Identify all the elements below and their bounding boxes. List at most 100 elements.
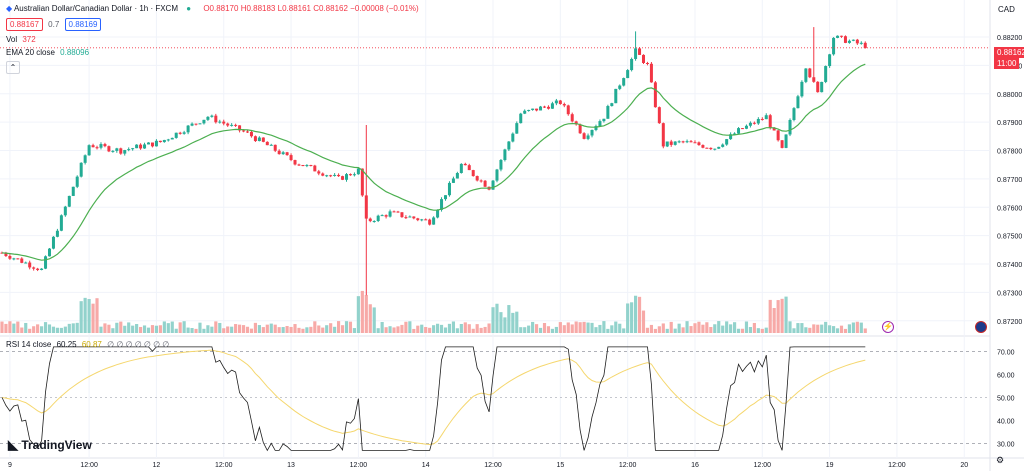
volume-bar xyxy=(816,324,820,333)
candle xyxy=(725,138,729,146)
candle xyxy=(139,143,143,150)
volume-bar xyxy=(146,327,151,333)
volume-bar xyxy=(277,327,281,333)
volume-bar xyxy=(665,328,669,333)
volume-bar xyxy=(222,328,226,333)
candle xyxy=(546,105,550,110)
volume-bar xyxy=(103,323,107,333)
rsi-tick-label: 60.00 xyxy=(997,373,1015,380)
candle xyxy=(32,266,36,271)
volume-bar xyxy=(99,326,103,333)
volume-bar xyxy=(499,312,503,333)
candle xyxy=(689,139,693,143)
volume-bar xyxy=(831,326,836,333)
symbol-title[interactable]: Australian Dollar/Canadian Dollar · 1h ·… xyxy=(13,4,178,13)
candle xyxy=(491,179,495,190)
candle xyxy=(16,258,20,260)
candle xyxy=(344,172,349,182)
candle-body xyxy=(760,118,764,120)
candle xyxy=(107,145,111,153)
candle-body xyxy=(162,139,166,143)
candle xyxy=(768,113,772,130)
candle-body xyxy=(182,132,186,134)
volume-bar xyxy=(368,304,372,333)
candle-body xyxy=(808,68,812,78)
volume-bar xyxy=(661,323,665,333)
candle-body xyxy=(630,58,634,71)
candle xyxy=(641,54,646,64)
candle-body xyxy=(289,155,293,161)
volume-bar xyxy=(780,298,784,333)
volume-bar xyxy=(451,321,456,333)
candle-body xyxy=(752,122,756,124)
candle-body xyxy=(305,165,309,167)
candle xyxy=(523,109,527,115)
candle-body xyxy=(586,135,590,139)
candle xyxy=(313,164,317,172)
candle-body xyxy=(404,217,408,219)
time-tick-label: 12:00 xyxy=(484,462,502,469)
candle-body xyxy=(28,262,32,268)
candle xyxy=(115,147,119,153)
volume-bar xyxy=(150,325,155,333)
candle-body xyxy=(123,150,127,154)
volume-bar xyxy=(534,324,539,333)
candle xyxy=(12,257,16,261)
candle-body xyxy=(598,121,602,127)
volume-bar xyxy=(336,321,341,333)
candle-body xyxy=(87,145,91,156)
candle-body xyxy=(341,176,345,180)
candle-body xyxy=(756,118,760,124)
candle-body xyxy=(784,134,788,148)
candle xyxy=(638,47,642,55)
volume-bar xyxy=(439,324,444,333)
volume-bar xyxy=(788,321,792,333)
volume-bar xyxy=(843,328,848,333)
candle-body xyxy=(447,182,451,196)
alert-icon[interactable]: ⚡ xyxy=(882,321,894,333)
candle xyxy=(820,81,824,93)
candle-body xyxy=(40,268,44,270)
volume-bar xyxy=(633,295,638,333)
volume-bar xyxy=(542,322,547,333)
candle-body xyxy=(550,103,554,109)
candle-body xyxy=(115,148,119,151)
volume-bar xyxy=(740,328,745,333)
candle-body xyxy=(131,148,135,150)
candle xyxy=(788,118,792,137)
tradingview-logo[interactable]: ◣ TradingView xyxy=(8,437,92,453)
candle-body xyxy=(768,115,772,128)
volume-bar xyxy=(317,325,321,333)
volume-bar xyxy=(863,328,867,333)
candle xyxy=(661,122,665,149)
candle-body xyxy=(804,68,808,82)
candle xyxy=(261,137,265,143)
candle-body xyxy=(673,141,677,145)
candle xyxy=(570,112,574,123)
candle xyxy=(432,216,436,225)
collapse-icon[interactable]: ⌃ xyxy=(6,61,20,74)
settings-gear-icon[interactable]: ⚙ xyxy=(996,455,1005,465)
candle-body xyxy=(170,137,174,140)
volume-bar xyxy=(824,321,828,333)
candle-body xyxy=(721,144,725,147)
volume-bar xyxy=(218,322,222,333)
volume-bar xyxy=(127,322,131,333)
rsi-ma-value: 60.87 xyxy=(81,340,102,349)
candle-body xyxy=(59,215,63,231)
bid-price[interactable]: 0.88167 xyxy=(6,18,43,31)
candle-body xyxy=(154,140,158,147)
candle xyxy=(812,27,816,83)
candle-body xyxy=(273,144,277,151)
volume-bar xyxy=(804,327,808,333)
candle-body xyxy=(428,219,432,225)
volume-bar xyxy=(764,327,768,333)
candle-body xyxy=(293,160,297,165)
candle-body xyxy=(669,141,673,145)
volume-bar xyxy=(162,321,166,333)
ask-price[interactable]: 0.88169 xyxy=(64,18,102,31)
candle xyxy=(479,179,483,183)
volume-bar xyxy=(768,299,772,333)
candle xyxy=(752,121,756,125)
